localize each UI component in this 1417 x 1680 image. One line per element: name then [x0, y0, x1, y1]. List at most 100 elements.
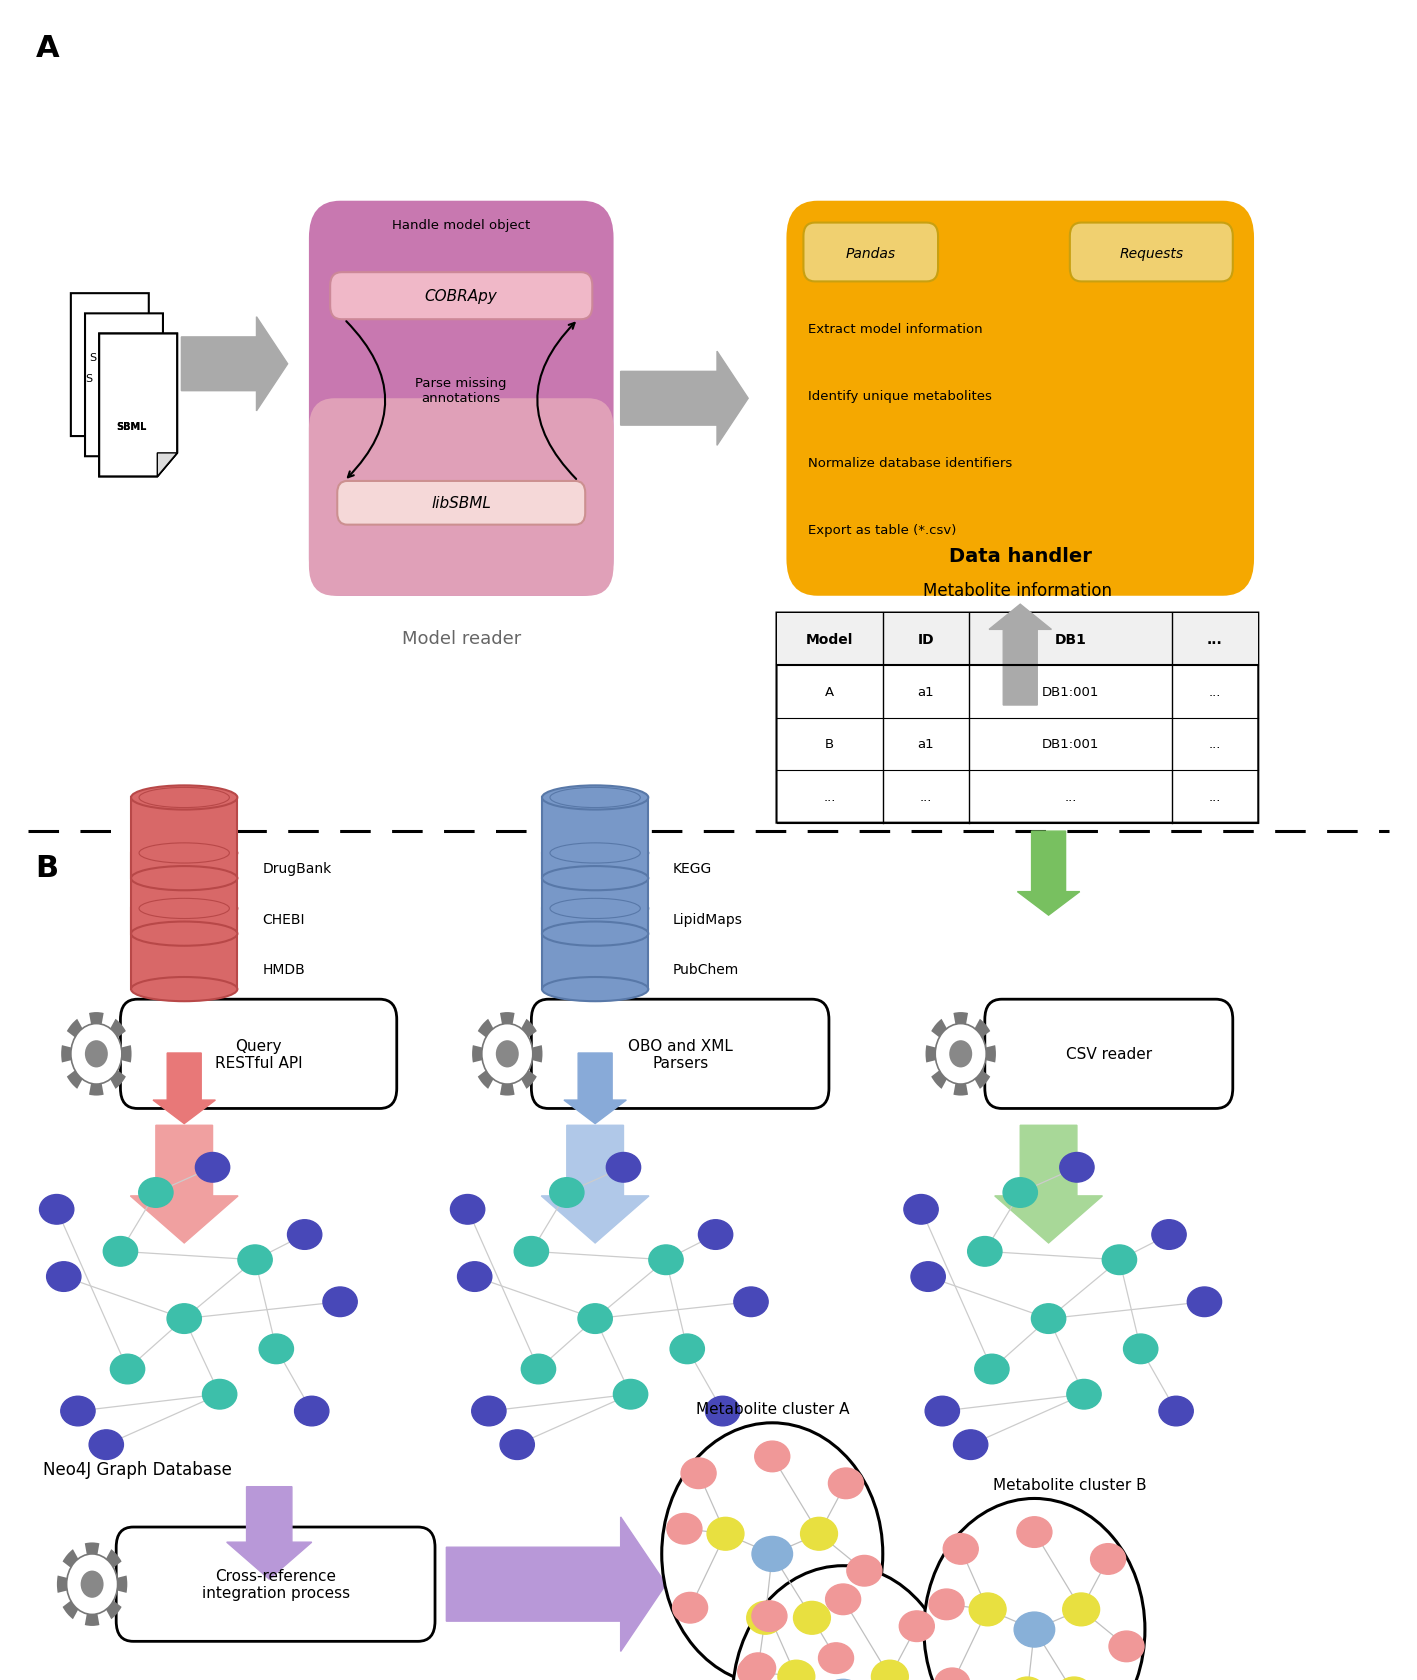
Ellipse shape — [1091, 1544, 1125, 1574]
FancyArrow shape — [227, 1487, 312, 1579]
Text: S: S — [113, 360, 120, 370]
FancyArrow shape — [446, 1517, 666, 1651]
Ellipse shape — [682, 1458, 716, 1488]
Ellipse shape — [673, 1593, 707, 1623]
Ellipse shape — [288, 1220, 322, 1250]
Text: A: A — [35, 34, 60, 62]
Ellipse shape — [578, 1304, 612, 1334]
Ellipse shape — [139, 1178, 173, 1208]
Ellipse shape — [925, 1396, 959, 1426]
Ellipse shape — [132, 842, 238, 865]
Text: Export as table (*.csv): Export as table (*.csv) — [808, 524, 956, 538]
Bar — [130, 853, 237, 934]
Ellipse shape — [1003, 1178, 1037, 1208]
Ellipse shape — [707, 1517, 744, 1551]
Ellipse shape — [521, 1354, 555, 1384]
Wedge shape — [520, 1070, 537, 1089]
Ellipse shape — [801, 1517, 837, 1551]
Bar — [130, 798, 237, 879]
Ellipse shape — [968, 1236, 1002, 1267]
Ellipse shape — [1015, 1613, 1054, 1646]
Circle shape — [482, 1023, 533, 1085]
Text: Normalize database identifiers: Normalize database identifiers — [808, 457, 1012, 470]
Ellipse shape — [132, 897, 238, 921]
FancyArrow shape — [564, 1053, 626, 1124]
FancyArrow shape — [181, 318, 288, 412]
Text: ID: ID — [918, 632, 934, 647]
Ellipse shape — [778, 1660, 815, 1680]
Text: Model reader: Model reader — [401, 630, 521, 648]
Text: Metabolite cluster B: Metabolite cluster B — [993, 1477, 1146, 1492]
Ellipse shape — [458, 1262, 492, 1292]
Text: Model: Model — [806, 632, 853, 647]
Text: LipidMaps: LipidMaps — [673, 912, 743, 926]
FancyBboxPatch shape — [116, 1527, 435, 1641]
FancyBboxPatch shape — [777, 613, 1258, 823]
Ellipse shape — [550, 788, 640, 808]
Text: Extract model information: Extract model information — [808, 323, 982, 336]
Polygon shape — [143, 433, 163, 457]
Ellipse shape — [794, 1601, 830, 1635]
Ellipse shape — [752, 1537, 792, 1571]
Ellipse shape — [132, 922, 238, 946]
Ellipse shape — [1063, 1593, 1100, 1626]
Ellipse shape — [1187, 1287, 1221, 1317]
Ellipse shape — [1152, 1220, 1186, 1250]
Text: a1: a1 — [918, 685, 934, 699]
Polygon shape — [129, 413, 149, 437]
Ellipse shape — [752, 1601, 786, 1631]
Wedge shape — [85, 1613, 99, 1626]
FancyArrow shape — [130, 1126, 238, 1243]
FancyBboxPatch shape — [309, 400, 614, 596]
FancyBboxPatch shape — [1070, 223, 1233, 282]
Wedge shape — [500, 1082, 514, 1095]
Text: OBO and XML
Parsers: OBO and XML Parsers — [628, 1038, 733, 1070]
Ellipse shape — [819, 1643, 853, 1673]
Ellipse shape — [1017, 1517, 1051, 1547]
Ellipse shape — [111, 1354, 145, 1384]
Polygon shape — [85, 314, 163, 457]
Ellipse shape — [132, 867, 238, 890]
Wedge shape — [116, 1576, 128, 1593]
Ellipse shape — [89, 1430, 123, 1460]
Circle shape — [67, 1554, 118, 1614]
Text: S: S — [99, 339, 106, 349]
FancyArrow shape — [1017, 832, 1080, 916]
Wedge shape — [62, 1599, 79, 1620]
FancyArrow shape — [995, 1126, 1102, 1243]
Ellipse shape — [649, 1245, 683, 1275]
Text: Cross-reference
integration process: Cross-reference integration process — [201, 1567, 350, 1601]
Circle shape — [924, 1499, 1145, 1680]
Text: Requests: Requests — [1119, 247, 1183, 260]
Bar — [777, 613, 1258, 665]
Ellipse shape — [911, 1262, 945, 1292]
Ellipse shape — [706, 1396, 740, 1426]
Wedge shape — [954, 1082, 968, 1095]
Ellipse shape — [61, 1396, 95, 1426]
Ellipse shape — [132, 786, 238, 810]
Ellipse shape — [1032, 1304, 1066, 1334]
Wedge shape — [89, 1082, 103, 1095]
Ellipse shape — [900, 1611, 934, 1641]
Text: DB1:001: DB1:001 — [1041, 685, 1100, 699]
Wedge shape — [57, 1576, 68, 1593]
Circle shape — [85, 1040, 108, 1068]
Text: S: S — [89, 353, 96, 363]
Text: Handle model object: Handle model object — [393, 218, 530, 232]
Text: libSBML: libSBML — [431, 496, 492, 511]
Text: ...: ... — [920, 791, 932, 803]
Ellipse shape — [259, 1334, 293, 1364]
Wedge shape — [120, 1045, 132, 1063]
Bar — [130, 909, 237, 990]
Text: DB1:001: DB1:001 — [1041, 738, 1100, 751]
Ellipse shape — [699, 1220, 733, 1250]
Text: PubChem: PubChem — [673, 963, 740, 976]
FancyBboxPatch shape — [309, 202, 614, 596]
Ellipse shape — [1060, 1152, 1094, 1183]
Ellipse shape — [47, 1262, 81, 1292]
Ellipse shape — [734, 1287, 768, 1317]
Ellipse shape — [514, 1236, 548, 1267]
Wedge shape — [67, 1020, 84, 1038]
Ellipse shape — [139, 843, 230, 864]
Ellipse shape — [755, 1441, 789, 1472]
